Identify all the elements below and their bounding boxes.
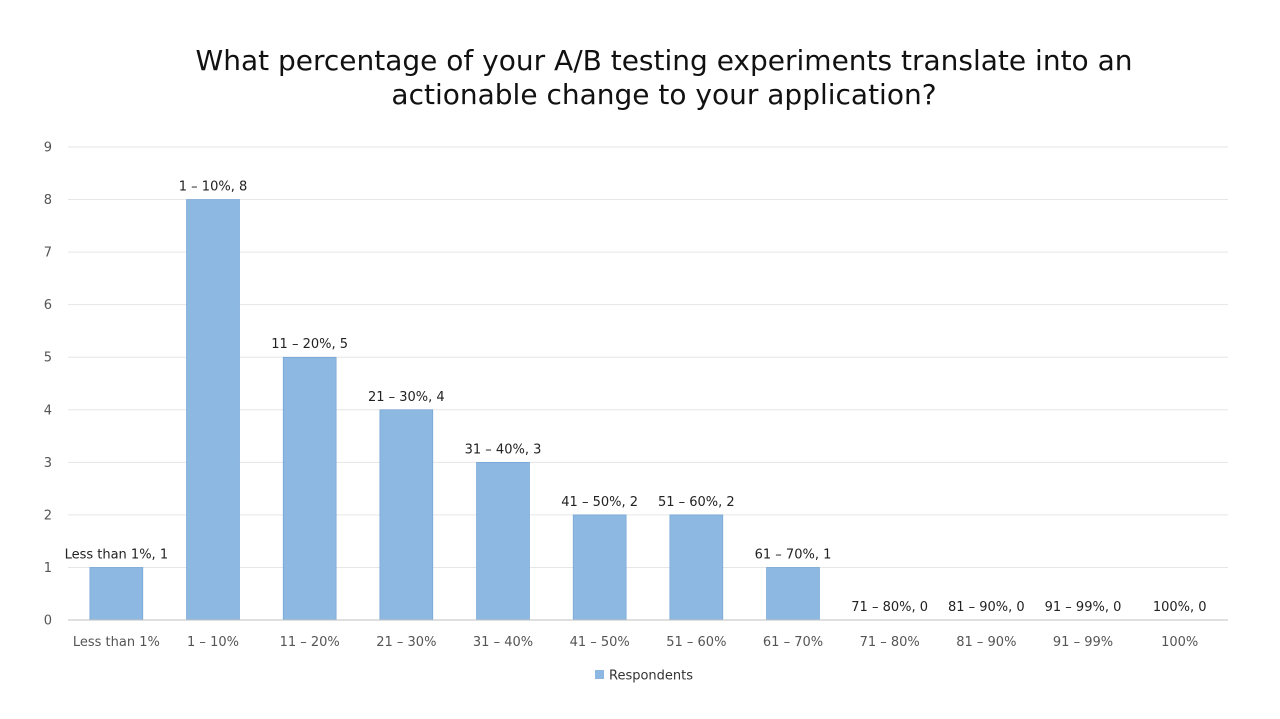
bar-data-label: 21 – 30%, 4 xyxy=(368,390,445,405)
bars xyxy=(89,199,820,621)
bar xyxy=(572,514,627,621)
x-tick-label: 100% xyxy=(1161,635,1198,650)
x-tick-label: Less than 1% xyxy=(73,635,160,650)
x-tick-label: 11 – 20% xyxy=(280,635,340,650)
bar xyxy=(89,567,144,621)
bar-data-label: 91 – 99%, 0 xyxy=(1045,600,1122,615)
gridlines xyxy=(68,146,1228,568)
data-labels: Less than 1%, 1 1 – 10%, 8 11 – 20%, 5 21 –… xyxy=(65,180,1207,615)
y-tick-label: 4 xyxy=(44,403,52,418)
bar xyxy=(766,567,820,621)
x-tick-label: 31 – 40% xyxy=(473,635,533,650)
y-tick-label: 2 xyxy=(44,508,52,523)
y-tick-label: 3 xyxy=(44,456,52,471)
y-tick-label: 7 xyxy=(44,246,52,261)
x-tick-label: 61 – 70% xyxy=(763,635,823,650)
bar-data-label: 100%, 0 xyxy=(1153,600,1207,615)
bar-data-label: 41 – 50%, 2 xyxy=(561,495,638,510)
chart-title-line-2: actionable change to your application? xyxy=(391,78,937,111)
x-tick-label: 41 – 50% xyxy=(570,635,630,650)
legend: Respondents xyxy=(595,669,693,684)
bar-data-label: 51 – 60%, 2 xyxy=(658,495,735,510)
bar xyxy=(379,409,434,621)
y-tick-label: 6 xyxy=(44,298,52,313)
legend-swatch xyxy=(595,670,604,679)
bar-data-label: 11 – 20%, 5 xyxy=(271,337,348,352)
x-axis-ticks: Less than 1% 1 – 10% 11 – 20% 21 – 30% 31 – … xyxy=(73,635,1198,650)
y-axis-ticks: 0 1 2 3 4 5 6 7 8 9 xyxy=(44,141,52,629)
x-tick-label: 91 – 99% xyxy=(1053,635,1113,650)
bar xyxy=(669,514,724,621)
bar xyxy=(476,462,530,621)
chart-title: What percentage of your A/B testing expe… xyxy=(0,44,1280,112)
chart-title-line-1: What percentage of your A/B testing expe… xyxy=(195,44,1133,77)
bar xyxy=(282,356,337,621)
bar-data-label: 1 – 10%, 8 xyxy=(179,180,247,195)
x-tick-label: 21 – 30% xyxy=(376,635,436,650)
legend-label: Respondents xyxy=(609,669,693,684)
y-tick-label: 0 xyxy=(44,614,52,629)
bar-data-label: 31 – 40%, 3 xyxy=(465,442,542,457)
y-tick-label: 1 xyxy=(44,561,52,576)
x-tick-label: 81 – 90% xyxy=(956,635,1016,650)
bar-data-label: Less than 1%, 1 xyxy=(65,547,169,562)
x-tick-label: 1 – 10% xyxy=(187,635,239,650)
bar-data-label: 81 – 90%, 0 xyxy=(948,600,1025,615)
y-tick-label: 9 xyxy=(44,141,52,156)
bar-data-label: 61 – 70%, 1 xyxy=(755,547,832,562)
x-tick-label: 51 – 60% xyxy=(666,635,726,650)
y-tick-label: 8 xyxy=(44,193,52,208)
bar xyxy=(186,199,240,621)
x-tick-label: 71 – 80% xyxy=(860,635,920,650)
y-tick-label: 5 xyxy=(44,351,52,366)
bar-data-label: 71 – 80%, 0 xyxy=(851,600,928,615)
